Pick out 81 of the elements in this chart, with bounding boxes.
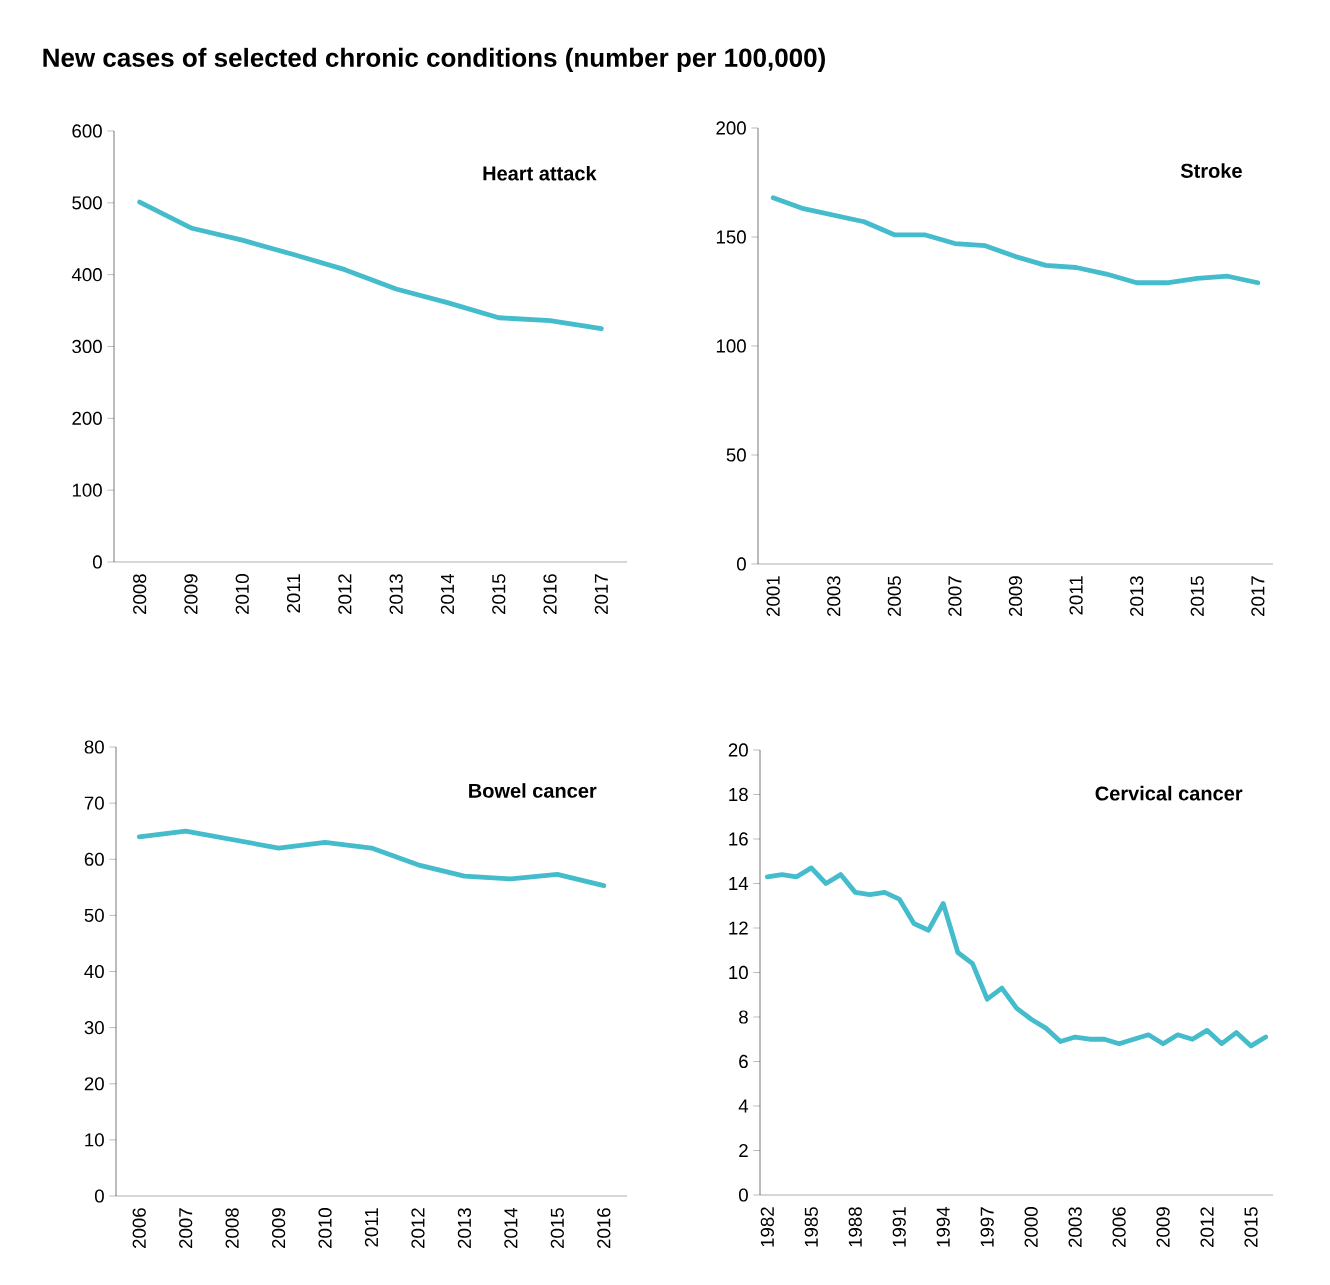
x-tick-label: 2013 — [457, 1208, 472, 1248]
y-tick-label: 200 — [716, 121, 746, 135]
x-tick-label: 2009 — [1156, 1207, 1170, 1247]
y-tick-label: 100 — [72, 483, 102, 497]
x-tick-label: 2006 — [132, 1208, 146, 1248]
x-tick-label: 2016 — [543, 574, 557, 614]
x-tick-label: 2012 — [411, 1208, 425, 1248]
x-tick-label: 1985 — [804, 1207, 818, 1247]
y-tick-label: 40 — [84, 964, 104, 979]
x-tick-label: 2003 — [827, 576, 841, 616]
text: New cases of selected chronic conditions (number per 100,000) — [43, 47, 825, 73]
text: Heart attack — [483, 165, 597, 181]
y-tick-label: 50 — [726, 448, 746, 462]
y-tick-label: 80 — [84, 740, 104, 754]
x-tick-label: 2000 — [1024, 1207, 1038, 1247]
y-tick-label: 8 — [739, 1010, 748, 1024]
x-tick-label: 2015 — [1244, 1207, 1258, 1247]
y-tick-label: 2 — [739, 1143, 748, 1158]
y-tick-label: 600 — [72, 124, 102, 138]
x-tick-label: 2012 — [1200, 1207, 1214, 1247]
x-tick-label: 2015 — [550, 1208, 564, 1248]
x-tick-label: 2012 — [338, 574, 352, 614]
x-tick-label: 2008 — [225, 1208, 239, 1248]
x-tick-label: 2009 — [1008, 576, 1023, 616]
y-tick-label: 16 — [729, 832, 748, 846]
x-tick-label: 2017 — [594, 574, 608, 614]
x-tick-label: 1991 — [892, 1207, 906, 1247]
y-tick-label: 60 — [84, 852, 104, 866]
y-tick-label: 20 — [728, 743, 748, 757]
y-tick-label: 6 — [739, 1054, 748, 1069]
y-tick-label: 200 — [72, 411, 102, 425]
y-tick-label: 20 — [84, 1077, 104, 1091]
x-tick-label: 2011 — [364, 1208, 379, 1247]
y-tick-label: 150 — [716, 230, 746, 244]
y-tick-label: 500 — [72, 196, 102, 210]
x-tick-label: 2011 — [286, 574, 301, 613]
x-tick-label: 2009 — [271, 1208, 286, 1248]
x-tick-label: 1997 — [980, 1207, 994, 1247]
text: Bowel cancer — [469, 783, 597, 798]
x-tick-label: 1988 — [848, 1207, 862, 1247]
x-tick-label: 2016 — [597, 1208, 611, 1248]
y-tick-label: 10 — [729, 965, 748, 980]
x-tick-label: 2013 — [1130, 576, 1144, 616]
y-tick-label: 10 — [85, 1133, 104, 1147]
y-tick-label: 14 — [729, 877, 749, 890]
y-tick-label: 70 — [84, 796, 104, 810]
y-tick-label: 12 — [729, 921, 748, 935]
x-tick-label: 1994 — [936, 1206, 950, 1247]
x-tick-label: 2014 — [504, 1207, 518, 1248]
x-tick-label: 2015 — [1190, 576, 1204, 616]
x-tick-label: 2015 — [492, 574, 506, 614]
x-tick-label: 2007 — [179, 1208, 193, 1248]
y-tick-label: 18 — [729, 787, 748, 802]
x-tick-label: 2009 — [184, 574, 198, 614]
x-tick-label: 2005 — [887, 576, 901, 616]
x-tick-label: 2008 — [133, 574, 147, 614]
text: Cervical cancer — [1095, 785, 1243, 801]
x-tick-label: 2010 — [235, 574, 249, 614]
line-series — [137, 199, 604, 331]
text: Stroke — [1180, 163, 1242, 178]
x-tick-label: 2001 — [766, 576, 780, 616]
line-series — [764, 865, 1269, 1049]
x-tick-label: 2011 — [1069, 576, 1083, 615]
x-tick-label: 2013 — [389, 574, 403, 614]
y-tick-label: 50 — [84, 908, 104, 922]
x-tick-label: 2010 — [318, 1208, 332, 1248]
x-tick-label: 2007 — [948, 576, 962, 616]
y-tick-label: 30 — [84, 1021, 104, 1035]
y-tick-label: 100 — [716, 339, 746, 353]
x-tick-label: 2006 — [1112, 1207, 1126, 1247]
x-tick-label: 2003 — [1068, 1207, 1082, 1247]
x-tick-label: 2014 — [440, 573, 455, 614]
y-tick-label: 0 — [94, 1189, 104, 1203]
x-tick-label: 1982 — [760, 1207, 774, 1247]
y-tick-label: 4 — [738, 1099, 749, 1113]
y-tick-label: 400 — [71, 268, 102, 282]
y-tick-label: 0 — [738, 1188, 748, 1202]
y-tick-label: 300 — [72, 339, 102, 354]
y-tick-label: 0 — [736, 557, 746, 571]
y-tick-label: 0 — [92, 555, 102, 569]
x-tick-label: 2017 — [1251, 576, 1265, 616]
